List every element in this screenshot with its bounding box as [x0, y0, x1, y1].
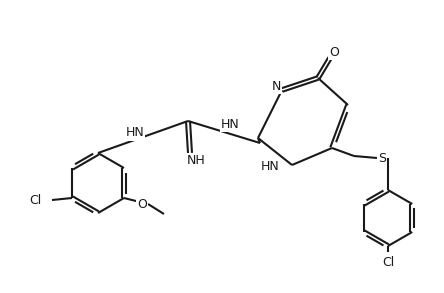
- Text: HN: HN: [221, 117, 239, 130]
- Text: O: O: [137, 197, 147, 210]
- Text: NH: NH: [186, 154, 206, 166]
- Text: HN: HN: [126, 127, 144, 139]
- Text: S: S: [378, 151, 386, 164]
- Text: N: N: [271, 79, 281, 93]
- Text: Cl: Cl: [29, 193, 41, 207]
- Text: Cl: Cl: [382, 255, 394, 268]
- Text: O: O: [329, 45, 339, 59]
- Text: HN: HN: [261, 161, 280, 173]
